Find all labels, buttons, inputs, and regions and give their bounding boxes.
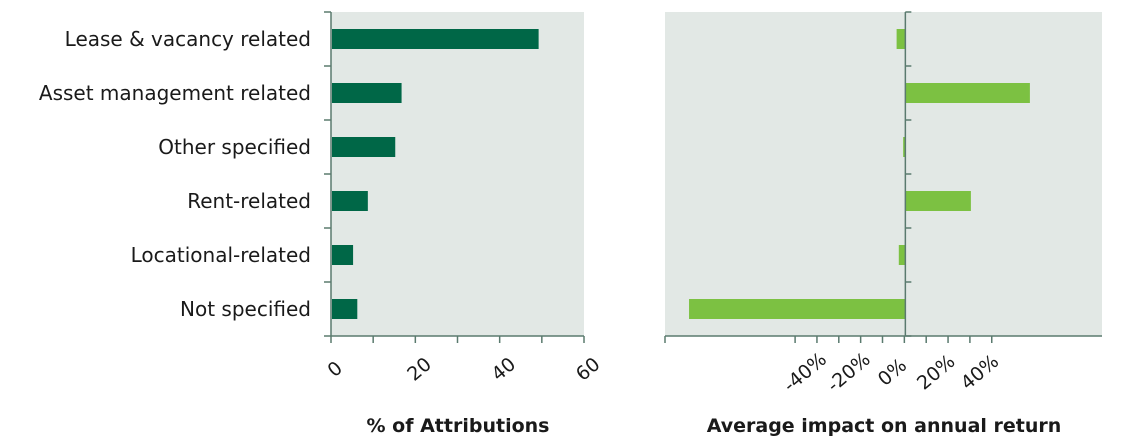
category-label: Rent-related [187, 189, 311, 213]
category-label: Locational-related [131, 243, 311, 267]
left-bar [332, 137, 396, 157]
right-bar [905, 83, 1030, 103]
left-x-axis-title: % of Attributions [367, 415, 550, 437]
left-bar [332, 245, 354, 265]
right-x-tick-label: -40% [779, 348, 831, 396]
category-label: Lease & vacancy related [65, 27, 311, 51]
right-x-axis-title: Average impact on annual return [707, 415, 1062, 437]
left-chart-marks: Lease & vacancy related Asset management … [39, 11, 605, 386]
left-x-tick-label: 40 [487, 353, 520, 385]
left-x-tick-label: 0 [323, 357, 346, 382]
right-bar [689, 299, 906, 319]
left-x-tick-label: 60 [572, 353, 605, 385]
left-bar [332, 29, 539, 49]
right-x-tick-label: -20% [823, 348, 875, 396]
right-bar [905, 191, 971, 211]
right-plot-background [665, 12, 1102, 336]
right-bar [903, 137, 906, 157]
left-bar [332, 83, 402, 103]
left-x-tick-label: 20 [403, 353, 436, 385]
right-bar [896, 29, 906, 49]
right-x-tick-label: 20% [913, 350, 959, 394]
left-plot-background [331, 12, 584, 336]
category-label: Other specified [158, 135, 311, 159]
left-bar [332, 191, 368, 211]
category-label: Not specified [180, 297, 311, 321]
right-x-tick-label: 40% [957, 350, 1003, 394]
right-x-tick-label: 0% [874, 354, 911, 390]
right-bar [898, 245, 906, 265]
left-bar [332, 299, 358, 319]
category-label: Asset management related [39, 81, 311, 105]
